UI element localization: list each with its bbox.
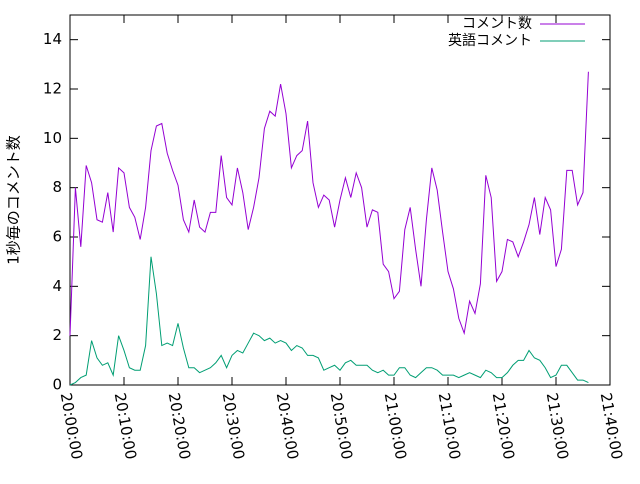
y-axis-label: 1秒毎のコメント数 bbox=[5, 135, 23, 265]
y-tick-label: 10 bbox=[43, 129, 62, 147]
y-tick-label: 0 bbox=[52, 376, 62, 394]
x-tick-label: 21:20:00 bbox=[489, 391, 518, 460]
x-tick-label: 21:40:00 bbox=[597, 391, 626, 460]
x-tick-label: 20:40:00 bbox=[273, 391, 302, 460]
series-line bbox=[69, 256, 589, 386]
x-tick-label: 21:30:00 bbox=[543, 391, 572, 460]
x-tick-label: 20:10:00 bbox=[111, 391, 140, 460]
x-tick-label: 20:00:00 bbox=[57, 391, 86, 460]
y-tick-label: 14 bbox=[43, 30, 62, 48]
y-tick-label: 2 bbox=[52, 326, 62, 344]
y-tick-label: 4 bbox=[52, 277, 62, 295]
y-tick-label: 12 bbox=[43, 80, 62, 98]
legend-label: 英語コメント bbox=[448, 32, 532, 49]
x-tick-label: 21:10:00 bbox=[435, 391, 464, 460]
x-tick-label: 20:50:00 bbox=[327, 391, 356, 460]
x-tick-label: 21:00:00 bbox=[381, 391, 410, 460]
y-tick-label: 6 bbox=[52, 228, 62, 246]
y-tick-label: 8 bbox=[52, 178, 62, 196]
x-tick-label: 20:20:00 bbox=[165, 391, 194, 460]
series-line bbox=[69, 71, 589, 336]
legend-label: コメント数 bbox=[462, 16, 532, 32]
x-tick-label: 20:30:00 bbox=[219, 391, 248, 460]
